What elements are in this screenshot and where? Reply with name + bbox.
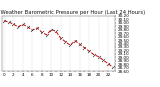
Title: Milwaukee Weather Barometric Pressure per Hour (Last 24 Hours): Milwaukee Weather Barometric Pressure pe… [0, 10, 146, 15]
